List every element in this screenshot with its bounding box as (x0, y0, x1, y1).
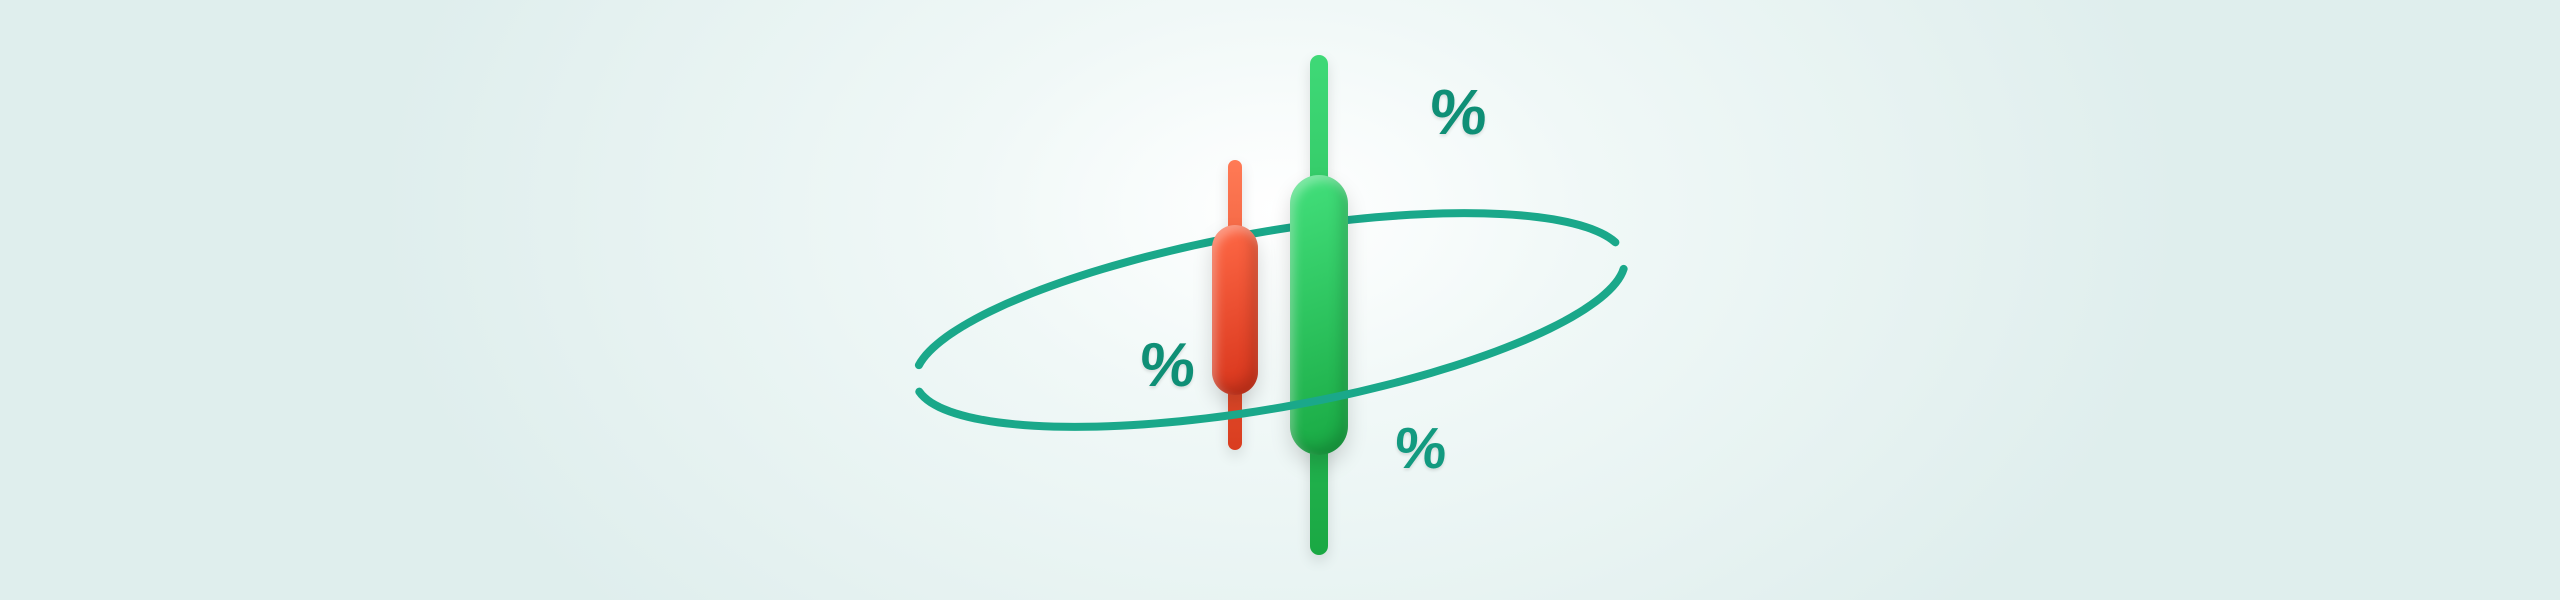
candlestick-green-body (1290, 175, 1348, 455)
orbit-ring-front (830, 100, 1730, 500)
percent-icon: % (1428, 80, 1489, 144)
percent-icon: % (1393, 420, 1449, 478)
orbit-ring-back (830, 100, 1730, 500)
hero-banner: % % % (0, 0, 2560, 600)
percent-icon: % (1138, 335, 1197, 397)
candlestick-red-body (1212, 225, 1258, 395)
